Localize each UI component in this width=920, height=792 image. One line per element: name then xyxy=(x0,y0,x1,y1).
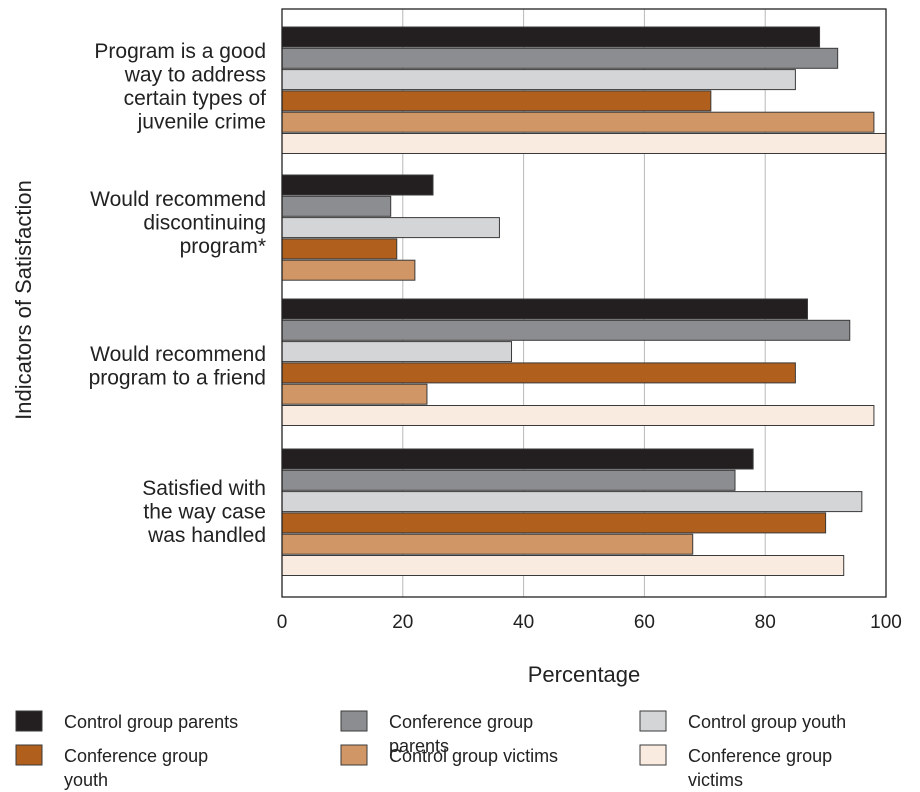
bar-control-group-victims-0 xyxy=(281,111,875,133)
x-tick-label: 60 xyxy=(634,612,655,633)
plot-frame xyxy=(281,8,887,598)
legend-label: Conference group xyxy=(64,746,208,766)
bar-conference-group-youth-2 xyxy=(281,362,796,384)
bar-conference-group-victims-3 xyxy=(281,555,845,576)
bar-conference-group-parents-2 xyxy=(281,319,851,341)
x-tick-label: 80 xyxy=(755,612,776,633)
bar-control-group-youth-3 xyxy=(281,491,863,513)
bar-control-group-parents-3 xyxy=(281,448,754,470)
legend: Control group parents Conference group par… xyxy=(15,710,846,790)
bar-conference-group-youth-3 xyxy=(281,512,827,534)
bar-control-group-youth-2 xyxy=(281,341,513,363)
legend-swatch xyxy=(15,744,43,766)
legend-label: parents xyxy=(389,736,449,756)
category-label: juvenile crime xyxy=(137,111,266,134)
x-axis-title: Percentage xyxy=(528,662,641,687)
bar-conference-group-parents-1 xyxy=(281,195,392,217)
legend-label: Control group victims xyxy=(389,746,558,766)
category-label: discontinuing xyxy=(143,212,266,235)
legend-swatch xyxy=(15,710,43,732)
category-label: program* xyxy=(180,235,266,258)
category-label: certain types of xyxy=(124,87,267,110)
legend-swatch xyxy=(340,744,368,766)
category-label: the way case xyxy=(143,501,266,524)
bar-control-group-victims-3 xyxy=(281,533,694,555)
bar-conference-group-victims-0 xyxy=(281,133,887,154)
bar-conference-group-parents-3 xyxy=(281,469,736,491)
category-label: program to a friend xyxy=(89,367,266,390)
x-tick-label: 20 xyxy=(392,612,413,633)
category-label: Program is a good xyxy=(94,40,266,63)
bar-control-group-youth-0 xyxy=(281,69,796,91)
bar-conference-group-parents-0 xyxy=(281,47,839,69)
category-label: was handled xyxy=(147,524,266,547)
bar-control-group-victims-1 xyxy=(281,259,416,281)
x-tick-label: 100 xyxy=(870,612,902,633)
legend-swatch xyxy=(639,710,667,732)
category-label: Satisfied with xyxy=(142,477,266,500)
bar-control-group-youth-1 xyxy=(281,217,500,239)
bar-control-group-victims-2 xyxy=(281,383,428,405)
x-tick-labels: 0 20 40 60 80 100 xyxy=(277,612,902,633)
legend-label: Conference group xyxy=(389,712,533,732)
category-label: way to address xyxy=(124,64,266,87)
y-axis-title: Indicators of Satisfaction xyxy=(11,180,36,420)
x-tick-label: 0 xyxy=(277,612,288,633)
legend-swatch xyxy=(639,744,667,766)
category-label: Would recommend xyxy=(90,188,266,211)
legend-label: Control group parents xyxy=(64,712,238,732)
bars xyxy=(281,26,887,576)
category-label: Would recommend xyxy=(90,343,266,366)
bar-conference-group-youth-0 xyxy=(281,90,712,112)
bar-conference-group-youth-1 xyxy=(281,238,398,260)
bar-control-group-parents-2 xyxy=(281,298,808,320)
legend-label: victims xyxy=(688,770,743,790)
bar-control-group-parents-1 xyxy=(281,174,434,196)
legend-label: Control group youth xyxy=(688,712,846,732)
legend-swatch xyxy=(340,710,368,732)
legend-label: Conference group xyxy=(688,746,832,766)
bar-conference-group-victims-2 xyxy=(281,405,875,426)
bar-control-group-parents-0 xyxy=(281,26,821,48)
x-tick-label: 40 xyxy=(513,612,534,633)
legend-label: youth xyxy=(64,770,108,790)
